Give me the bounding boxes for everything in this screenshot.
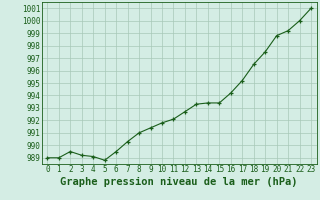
X-axis label: Graphe pression niveau de la mer (hPa): Graphe pression niveau de la mer (hPa) bbox=[60, 177, 298, 187]
